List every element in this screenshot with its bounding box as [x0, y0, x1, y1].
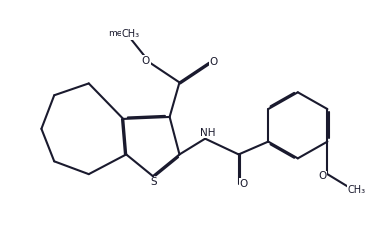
- Text: O: O: [142, 56, 150, 66]
- Text: CH₃: CH₃: [121, 29, 139, 39]
- Text: O: O: [318, 171, 326, 181]
- Text: S: S: [150, 177, 157, 187]
- Text: CH₃: CH₃: [348, 185, 366, 195]
- Text: methyl: methyl: [108, 29, 140, 38]
- Text: NH: NH: [200, 128, 216, 138]
- Text: O: O: [210, 57, 218, 67]
- Text: O: O: [239, 179, 248, 189]
- Text: methyl: methyl: [128, 30, 133, 31]
